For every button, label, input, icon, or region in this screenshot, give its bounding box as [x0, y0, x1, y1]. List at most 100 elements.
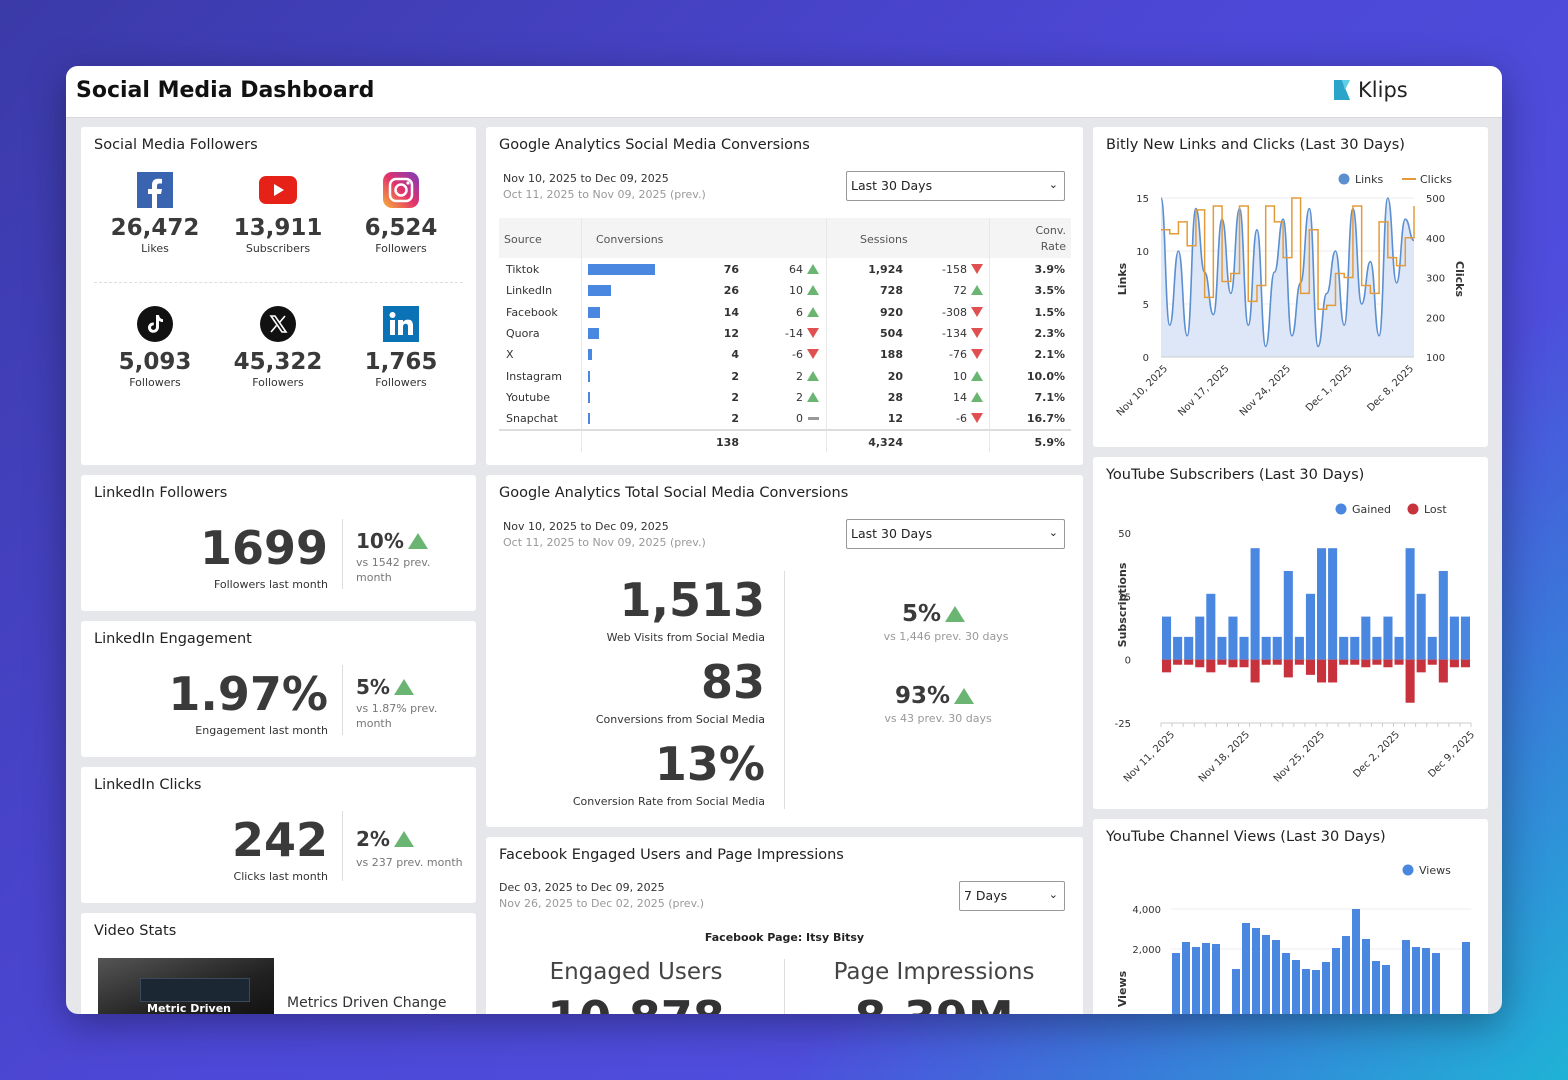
dashboard-window: Social Media Dashboard Klips Social Medi… — [66, 66, 1502, 1014]
views-bar[interactable] — [1302, 969, 1310, 1014]
lost-bar[interactable] — [1328, 659, 1338, 683]
facebook-page-name: Facebook Page: Itsy Bitsy — [704, 931, 865, 944]
views-bar[interactable] — [1202, 943, 1210, 1014]
lost-bar[interactable] — [1405, 659, 1415, 703]
gained-bar[interactable] — [1350, 636, 1360, 660]
gained-bar[interactable] — [1328, 548, 1338, 660]
period-select[interactable]: 7 Days ⌄ — [959, 881, 1065, 911]
gained-bar[interactable] — [1228, 616, 1238, 660]
views-bar[interactable] — [1292, 960, 1300, 1014]
lost-bar[interactable] — [1416, 659, 1426, 673]
gained-bar[interactable] — [1294, 636, 1304, 660]
video-caption[interactable]: Metrics Driven Change — [287, 995, 447, 1011]
x-tick-label: Dec 1, 2025 — [1304, 363, 1355, 414]
lost-bar[interactable] — [1250, 659, 1260, 683]
views-bar[interactable] — [1272, 940, 1280, 1014]
lost-bar[interactable] — [1394, 659, 1404, 665]
views-bar[interactable] — [1192, 947, 1200, 1014]
gained-bar[interactable] — [1261, 636, 1271, 660]
lost-bar[interactable] — [1272, 659, 1282, 665]
views-bar[interactable] — [1362, 939, 1370, 1014]
lost-bar[interactable] — [1438, 659, 1448, 683]
table-row: Quora 12 -14 504 -134 2.3% — [499, 323, 1071, 344]
lost-bar[interactable] — [1372, 659, 1382, 665]
lost-bar[interactable] — [1195, 659, 1205, 668]
kpi-value: 1.97% — [168, 667, 328, 721]
date-range-select[interactable]: Last 30 Days ⌄ — [846, 519, 1065, 549]
lost-bar[interactable] — [1427, 659, 1437, 665]
lost-bar[interactable] — [1283, 659, 1293, 678]
views-bar[interactable] — [1282, 953, 1290, 1014]
gained-bar[interactable] — [1416, 593, 1426, 660]
gained-bar[interactable] — [1162, 616, 1172, 660]
views-bar[interactable] — [1332, 948, 1340, 1014]
views-bar[interactable] — [1242, 923, 1250, 1014]
brand-logo[interactable]: Klips — [1332, 78, 1408, 102]
lost-bar[interactable] — [1184, 659, 1194, 665]
lost-bar[interactable] — [1383, 659, 1393, 668]
views-bar[interactable] — [1382, 965, 1390, 1014]
lost-bar[interactable] — [1460, 659, 1470, 668]
lost-bar[interactable] — [1239, 659, 1249, 668]
lost-bar[interactable] — [1361, 659, 1371, 668]
gained-bar[interactable] — [1394, 636, 1404, 660]
views-bar[interactable] — [1432, 953, 1440, 1014]
views-bar[interactable] — [1182, 942, 1190, 1014]
gained-bar[interactable] — [1239, 636, 1249, 660]
views-bar[interactable] — [1252, 928, 1260, 1014]
gained-bar[interactable] — [1449, 616, 1459, 660]
follower-label: Subscribers — [245, 242, 311, 255]
gained-bar[interactable] — [1405, 548, 1415, 660]
views-bar[interactable] — [1262, 935, 1270, 1014]
lost-bar[interactable] — [1261, 659, 1271, 665]
legend-links-swatch — [1338, 173, 1350, 185]
views-bar[interactable] — [1232, 969, 1240, 1014]
views-bar[interactable] — [1312, 970, 1320, 1014]
gained-bar[interactable] — [1195, 616, 1205, 660]
views-bar[interactable] — [1352, 909, 1360, 1014]
views-bar[interactable] — [1372, 961, 1380, 1014]
views-bar[interactable] — [1422, 948, 1430, 1014]
lost-bar[interactable] — [1305, 659, 1315, 675]
lost-bar[interactable] — [1173, 659, 1183, 665]
views-bar[interactable] — [1172, 953, 1180, 1014]
lost-bar[interactable] — [1449, 659, 1459, 668]
gained-bar[interactable] — [1250, 548, 1260, 660]
views-chart: 4,000 2,000 Views Views — [1116, 864, 1471, 1014]
gained-bar[interactable] — [1206, 593, 1216, 660]
lost-bar[interactable] — [1217, 659, 1227, 665]
gained-bar[interactable] — [1217, 636, 1227, 660]
gained-bar[interactable] — [1339, 636, 1349, 660]
date-range-select[interactable]: Last 30 Days ⌄ — [846, 171, 1065, 201]
views-bar[interactable] — [1322, 962, 1330, 1014]
gained-bar[interactable] — [1317, 548, 1327, 660]
gained-bar[interactable] — [1372, 636, 1382, 660]
lost-bar[interactable] — [1162, 659, 1172, 673]
lost-bar[interactable] — [1228, 659, 1238, 668]
legend-gained-swatch — [1335, 503, 1347, 515]
lost-bar[interactable] — [1350, 659, 1360, 665]
gained-bar[interactable] — [1361, 616, 1371, 660]
gained-bar[interactable] — [1173, 636, 1183, 660]
views-bar[interactable] — [1402, 940, 1410, 1014]
views-bar[interactable] — [1342, 936, 1350, 1014]
lost-bar[interactable] — [1206, 659, 1216, 673]
gained-bar[interactable] — [1460, 616, 1470, 660]
views-bar[interactable] — [1462, 942, 1470, 1014]
gained-bar[interactable] — [1283, 571, 1293, 660]
gained-bar[interactable] — [1427, 636, 1437, 660]
video-thumbnail[interactable]: Metric Driven — [98, 958, 274, 1014]
panel-title: LinkedIn Followers — [94, 485, 228, 501]
views-bar[interactable] — [1212, 944, 1220, 1014]
gained-bar[interactable] — [1272, 636, 1282, 660]
follower-label: Followers — [375, 242, 427, 255]
lost-bar[interactable] — [1317, 659, 1327, 683]
gained-bar[interactable] — [1305, 593, 1315, 660]
gained-bar[interactable] — [1184, 636, 1194, 660]
gained-bar[interactable] — [1383, 616, 1393, 660]
views-bar[interactable] — [1412, 947, 1420, 1014]
lost-bar[interactable] — [1294, 659, 1304, 665]
gained-bar[interactable] — [1438, 571, 1448, 660]
lost-bar[interactable] — [1339, 659, 1349, 665]
panel-title: Bitly New Links and Clicks (Last 30 Days… — [1106, 137, 1405, 153]
